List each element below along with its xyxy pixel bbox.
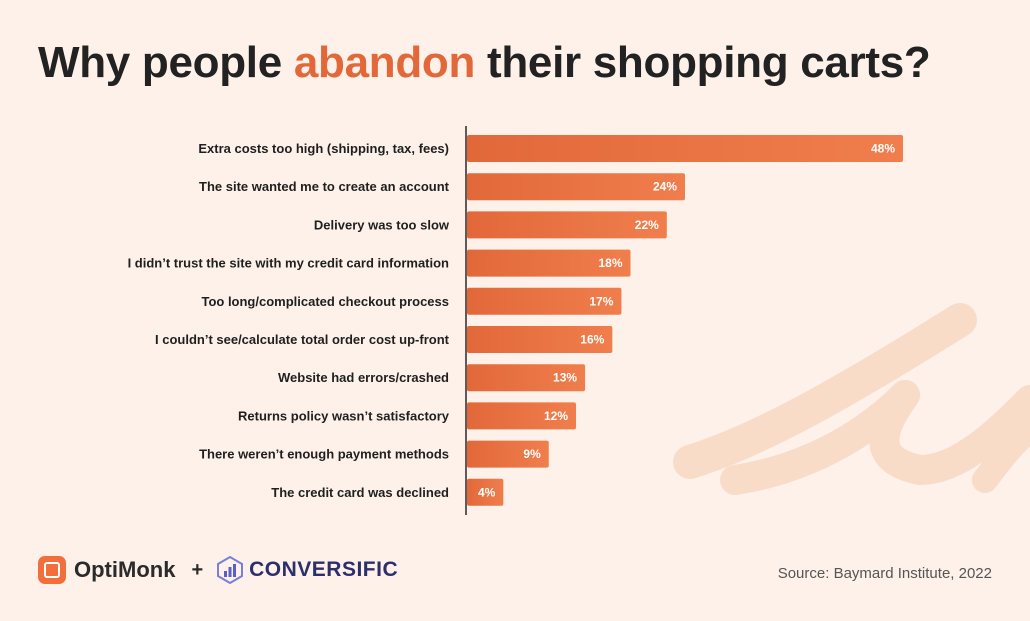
bar-6 xyxy=(467,326,613,353)
category-label-1: Extra costs too high (shipping, tax, fee… xyxy=(198,141,449,156)
category-label-9: There weren’t enough payment methods xyxy=(199,447,449,462)
value-label-4: 18% xyxy=(598,256,622,270)
category-label-8: Returns policy wasn’t satisfactory xyxy=(238,408,450,423)
value-label-8: 12% xyxy=(544,409,568,423)
value-label-6: 16% xyxy=(580,333,604,347)
category-label-3: Delivery was too slow xyxy=(314,217,450,232)
plus-sign: + xyxy=(191,558,204,581)
value-label-2: 24% xyxy=(653,180,677,194)
bar-1 xyxy=(467,135,903,162)
title-accent-word: abandon xyxy=(293,38,476,87)
conversific-logo-icon xyxy=(217,556,244,584)
optimonk-logo-icon xyxy=(38,556,66,584)
optimonk-brand: OptiMonk xyxy=(74,557,176,582)
value-label-7: 13% xyxy=(553,371,577,385)
category-label-5: Too long/complicated checkout process xyxy=(201,294,449,309)
bar-2 xyxy=(467,173,685,201)
bar-4 xyxy=(467,249,631,277)
bar-3 xyxy=(467,211,667,239)
bars-group: Extra costs too high (shipping, tax, fee… xyxy=(128,135,903,506)
footer-logos: OptiMonk + CONVERSIFIC xyxy=(38,554,398,586)
conversific-brand: CONVERSIFIC xyxy=(249,558,399,581)
bar-10 xyxy=(467,478,504,506)
bar-8 xyxy=(467,402,576,430)
page-title: Why people abandon their shopping carts? xyxy=(38,38,931,88)
category-label-7: Website had errors/crashed xyxy=(278,370,449,385)
category-label-6: I couldn’t see/calculate total order cos… xyxy=(155,332,450,347)
value-label-10: 4% xyxy=(478,485,496,499)
bar-9 xyxy=(467,440,549,468)
category-label-2: The site wanted me to create an account xyxy=(199,179,450,194)
value-label-1: 48% xyxy=(871,142,895,156)
category-label-4: I didn’t trust the site with my credit c… xyxy=(128,256,449,271)
bar-7 xyxy=(467,364,586,392)
source-note: Source: Baymard Institute, 2022 xyxy=(777,565,992,582)
bar-chart: Extra costs too high (shipping, tax, fee… xyxy=(128,126,903,515)
category-label-10: The credit card was declined xyxy=(271,485,449,500)
bar-5 xyxy=(467,287,622,315)
title-part-after: their shopping carts? xyxy=(475,38,931,87)
title-part-before: Why people xyxy=(38,38,294,87)
value-label-3: 22% xyxy=(635,218,659,232)
value-label-9: 9% xyxy=(523,447,541,461)
value-label-5: 17% xyxy=(589,294,613,308)
